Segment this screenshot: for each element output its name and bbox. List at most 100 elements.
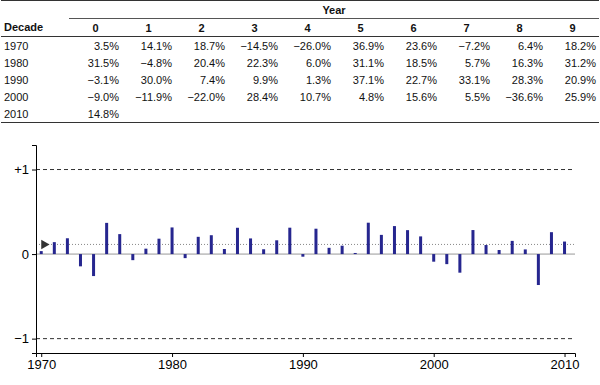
table-cell: 22.3%: [228, 54, 281, 71]
row-label: 1990: [1, 71, 69, 88]
y-tick-label: 0: [22, 247, 29, 262]
table-cell: 7.4%: [175, 71, 228, 88]
table-cell: −36.6%: [493, 88, 546, 105]
x-tick-label: 2000: [420, 357, 449, 372]
bar: [367, 223, 370, 254]
bar: [236, 228, 239, 254]
bar: [40, 251, 43, 254]
bar: [171, 227, 174, 254]
column-header: 8: [493, 19, 546, 37]
bar: [197, 237, 200, 254]
empty-cell: [228, 105, 281, 123]
table-cell: 36.9%: [334, 37, 387, 55]
bar: [550, 232, 553, 254]
bar: [92, 254, 95, 276]
bar: [471, 230, 474, 254]
x-tick: 1990: [289, 353, 318, 372]
column-header: 0: [69, 19, 122, 37]
grid-line: [36, 338, 575, 339]
x-tick-label: 1970: [27, 357, 56, 372]
table-row: 2000−9.0%−11.9%−22.0%28.4%10.7%4.8%15.6%…: [1, 88, 599, 105]
bar: [105, 223, 108, 254]
bar: [341, 246, 344, 254]
table-cell: 5.5%: [440, 88, 493, 105]
table-cell: 5.7%: [440, 54, 493, 71]
y-tick: +1: [14, 162, 36, 177]
bar: [511, 241, 514, 254]
table-row: 1990−3.1%30.0%7.4%9.9%1.3%37.1%22.7%33.1…: [1, 71, 599, 88]
bar: [144, 249, 147, 254]
table-cell: 14.8%: [69, 105, 122, 123]
column-header: 2: [175, 19, 228, 37]
y-tick-label: −1: [14, 331, 29, 346]
column-header: 9: [546, 19, 599, 37]
group-header: Year: [69, 1, 599, 19]
table-cell: 6.4%: [493, 37, 546, 55]
table-cell: −11.9%: [122, 88, 175, 105]
returns-table: YearDecade012345678919703.5%14.1%18.7%−1…: [1, 0, 599, 123]
column-header: 5: [334, 19, 387, 37]
bar: [406, 230, 409, 254]
y-tick-mark: [32, 170, 36, 171]
x-tick-label: 1980: [158, 357, 187, 372]
bar: [262, 249, 265, 254]
bar: [288, 228, 291, 254]
table-cell: −26.0%: [281, 37, 334, 55]
bar: [157, 239, 160, 254]
bar: [79, 254, 82, 266]
bar: [432, 254, 435, 262]
table-row: 198031.5%−4.8%20.4%22.3%6.0%31.1%18.5%5.…: [1, 54, 599, 71]
table-row: 201014.8%: [1, 105, 599, 123]
table-cell: 31.1%: [334, 54, 387, 71]
bar: [275, 240, 278, 254]
table-cell: −3.1%: [69, 71, 122, 88]
table-cell: 4.8%: [334, 88, 387, 105]
x-tick: 2010: [551, 353, 580, 372]
table-cell: −4.8%: [122, 54, 175, 71]
table-cell: 6.0%: [281, 54, 334, 71]
table-cell: 20.9%: [546, 71, 599, 88]
grid-line: [36, 169, 575, 170]
bar: [66, 238, 69, 254]
table-cell: 23.6%: [387, 37, 440, 55]
table-cell: 28.4%: [228, 88, 281, 105]
table-cell: 28.3%: [493, 71, 546, 88]
table-cell: −7.2%: [440, 37, 493, 55]
bar: [223, 249, 226, 254]
column-header: 4: [281, 19, 334, 37]
empty-cell: [175, 105, 228, 123]
table-cell: 18.5%: [387, 54, 440, 71]
row-label: 1980: [1, 54, 69, 71]
row-label: 2010: [1, 105, 69, 123]
empty-cell: [281, 105, 334, 123]
table-cell: 20.4%: [175, 54, 228, 71]
row-label: 2000: [1, 88, 69, 105]
grid-line: [36, 254, 575, 255]
table-cell: 1.3%: [281, 71, 334, 88]
column-header: Decade: [1, 19, 69, 37]
y-axis: −1 0 +1: [14, 146, 36, 354]
empty-cell: [122, 105, 175, 123]
bar: [354, 253, 357, 254]
grid: [36, 170, 575, 339]
table-cell: −22.0%: [175, 88, 228, 105]
x-tick: 2000: [420, 353, 449, 372]
bar: [380, 235, 383, 254]
table-cell: 31.5%: [69, 54, 122, 71]
x-tick: 1980: [158, 353, 187, 372]
bar: [524, 249, 527, 254]
table-cell: 14.1%: [122, 37, 175, 55]
plot-area: [36, 223, 575, 285]
blank-cell: [1, 1, 69, 19]
y-tick-mark: [32, 254, 36, 255]
column-header: 7: [440, 19, 493, 37]
table-cell: 18.7%: [175, 37, 228, 55]
column-header: 3: [228, 19, 281, 37]
bar: [485, 245, 488, 254]
bar: [563, 242, 566, 255]
y-tick: 0: [22, 247, 36, 262]
empty-cell: [334, 105, 387, 123]
bar: [445, 254, 448, 264]
empty-cell: [440, 105, 493, 123]
table-cell: 30.0%: [122, 71, 175, 88]
